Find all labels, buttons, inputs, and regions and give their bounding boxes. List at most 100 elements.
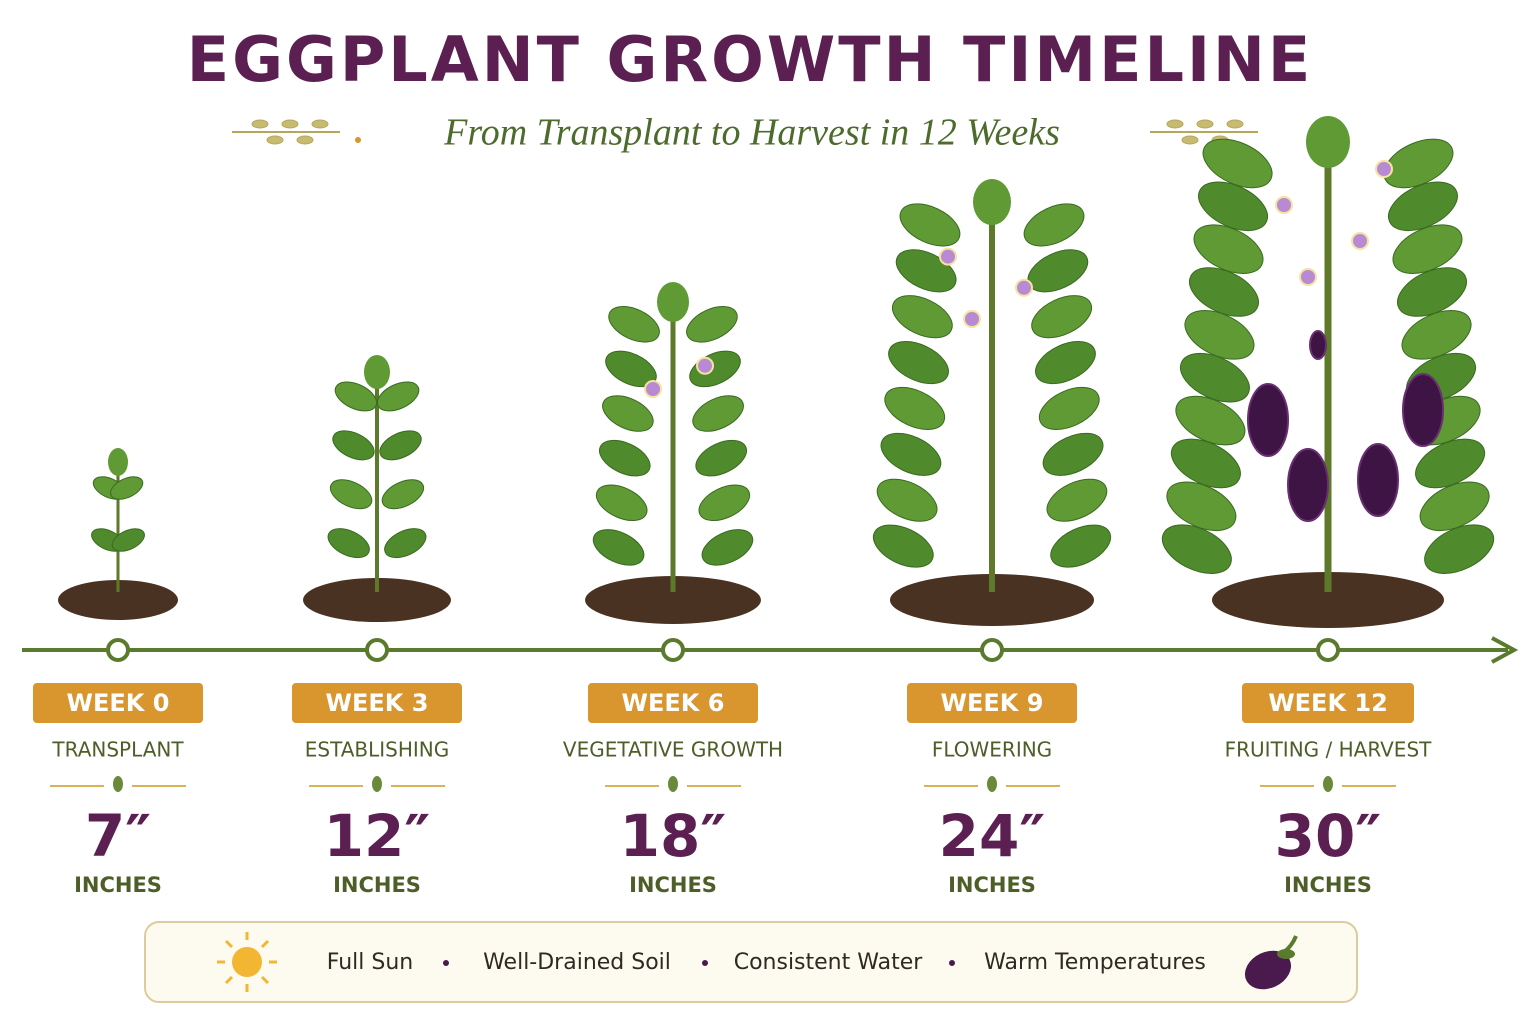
- leaf: [379, 430, 422, 461]
- leaf: [1046, 478, 1108, 522]
- height-unit: INCHES: [333, 873, 421, 897]
- top-leaf: [364, 355, 390, 389]
- plant: [585, 282, 761, 624]
- week-label: WEEK 12: [1268, 689, 1388, 717]
- flower: [963, 310, 981, 328]
- leaf: [1035, 341, 1096, 385]
- leaf: [334, 381, 378, 412]
- plants: [58, 116, 1495, 628]
- flower: [696, 356, 714, 375]
- leaf: [608, 306, 660, 343]
- leaf: [111, 528, 145, 552]
- stage-name: VEGETATIVE GROWTH: [563, 738, 783, 762]
- top-leaf: [973, 179, 1011, 225]
- leaf: [1392, 224, 1463, 274]
- leaf: [701, 529, 754, 566]
- timeline-arrow: [1491, 636, 1519, 664]
- leaf: [880, 432, 942, 476]
- plant: [872, 179, 1112, 626]
- timeline-node: [365, 638, 389, 662]
- leaf: [599, 439, 651, 477]
- leaf: [1175, 395, 1246, 446]
- divider-leaf: [987, 776, 997, 792]
- footer-item: Consistent Water: [734, 950, 924, 975]
- leaf: [1387, 181, 1458, 232]
- leaf: [1424, 524, 1495, 574]
- leaf: [1189, 267, 1259, 317]
- flower: [939, 247, 957, 266]
- divider-leaf: [372, 776, 382, 792]
- leaf: [888, 341, 949, 385]
- leaf: [1179, 352, 1250, 403]
- leaf: [1042, 432, 1104, 476]
- leaf: [1415, 438, 1486, 489]
- week-badge: [907, 683, 1077, 723]
- week-label: WEEK 9: [941, 689, 1044, 717]
- divider-leaf: [113, 776, 123, 792]
- height-value: 12″: [324, 802, 431, 870]
- footer-box: [144, 921, 1358, 1003]
- footer-bullet: [702, 960, 708, 966]
- leaf: [1419, 481, 1490, 532]
- eggplant-fruit: [1357, 443, 1399, 517]
- flower: [1351, 232, 1369, 250]
- leaf: [602, 395, 654, 432]
- height-unit: INCHES: [74, 873, 162, 897]
- stage-name: FLOWERING: [932, 738, 1052, 762]
- leaf: [884, 386, 946, 430]
- top-leaf: [657, 282, 689, 322]
- leaf: [1166, 481, 1237, 532]
- week-label: WEEK 3: [326, 689, 429, 717]
- leaf: [595, 484, 648, 522]
- soil-mound: [303, 578, 451, 622]
- week-badge: [588, 683, 758, 723]
- leaf: [1198, 181, 1269, 232]
- stages: WEEK 0 TRANSPLANT 7″ INCHES WEEK 3 ESTABLISHI…: [33, 638, 1433, 897]
- soil-mound: [1212, 572, 1444, 628]
- flower: [1299, 268, 1317, 286]
- divider-leaf: [668, 776, 678, 792]
- stage-name: TRANSPLANT: [51, 738, 184, 762]
- leaf: [327, 528, 370, 559]
- divider-leaf: [1323, 776, 1333, 792]
- soil-mound: [585, 576, 761, 624]
- sun-icon: [217, 932, 277, 992]
- plant: [1161, 116, 1495, 628]
- leaf: [1202, 138, 1273, 189]
- leaf: [592, 529, 645, 566]
- week-badge: [1242, 683, 1414, 723]
- height-unit: INCHES: [1284, 873, 1372, 897]
- week-badge: [292, 683, 462, 723]
- subtitle: From Transplant to Harvest in 12 Weeks: [443, 112, 1060, 154]
- leaf: [692, 395, 744, 432]
- height-value: 30″: [1275, 802, 1382, 870]
- title: EGGPLANT GROWTH TIMELINE: [187, 23, 1314, 96]
- subtitle-ornament-left: [232, 119, 361, 145]
- soil-mound: [58, 580, 178, 620]
- leaf: [686, 306, 738, 343]
- timeline-node: [106, 638, 130, 662]
- leaf: [899, 203, 961, 247]
- top-leaf: [1306, 116, 1350, 168]
- leaf: [1161, 524, 1232, 574]
- stage-name: ESTABLISHING: [305, 738, 450, 762]
- leaf: [1170, 438, 1241, 489]
- leaf: [1050, 524, 1112, 568]
- week-badge: [33, 683, 203, 723]
- height-value: 7″: [85, 802, 151, 870]
- leaf: [891, 295, 953, 339]
- week-label: WEEK 6: [622, 689, 725, 717]
- footer-item: Warm Temperatures: [984, 950, 1206, 975]
- soil-mound: [890, 574, 1094, 626]
- plant: [303, 355, 451, 622]
- stage-name: FRUITING / HARVEST: [1225, 738, 1433, 762]
- footer-item: Full Sun: [327, 950, 413, 975]
- flower: [644, 380, 662, 398]
- leaf: [695, 439, 747, 477]
- eggplant-fruit: [1247, 383, 1289, 457]
- flower: [1375, 160, 1393, 178]
- leaf: [1031, 295, 1093, 339]
- week-label: WEEK 0: [67, 689, 170, 717]
- leaf: [698, 484, 751, 522]
